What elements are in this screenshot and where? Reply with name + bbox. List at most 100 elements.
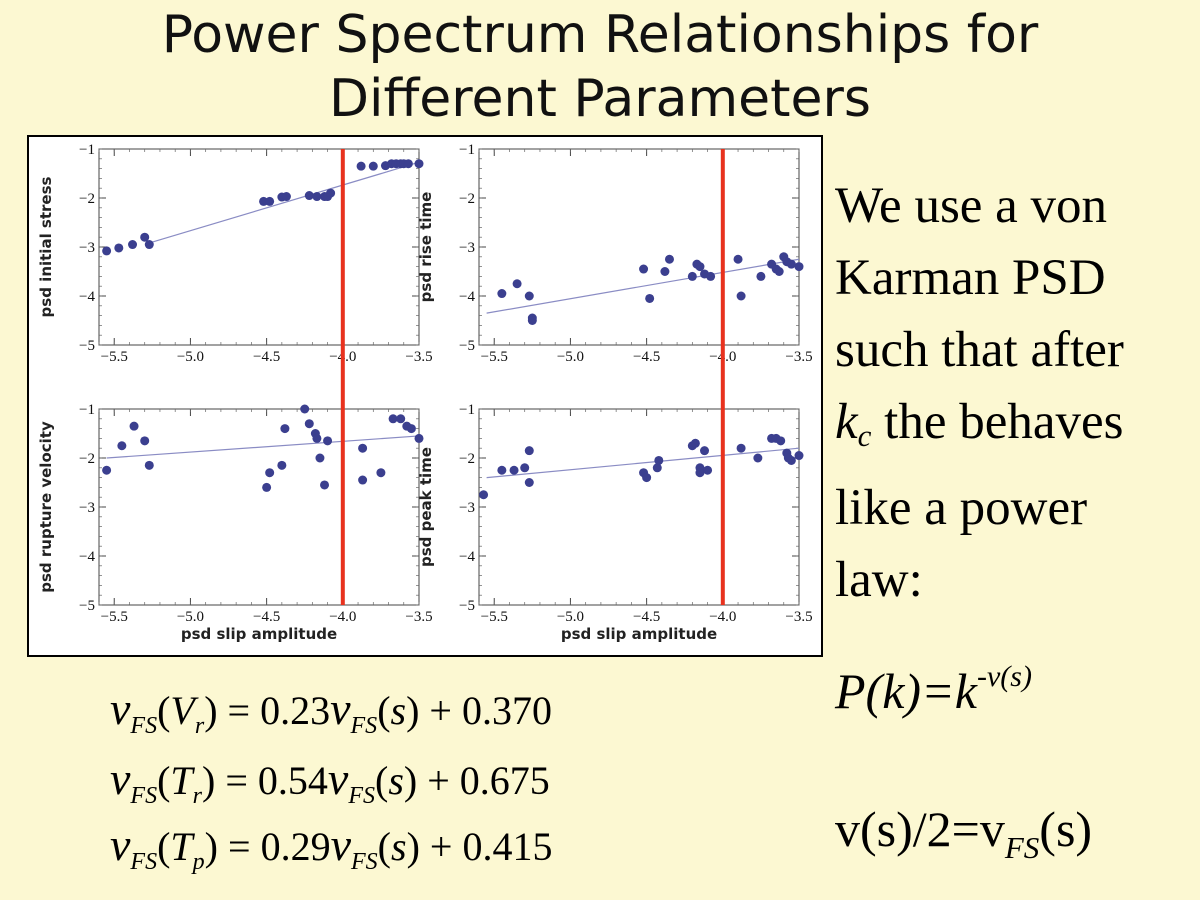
data-point: [776, 436, 786, 446]
y-tick-label: −4: [79, 289, 95, 305]
data-point: [660, 267, 670, 276]
data-point: [358, 475, 368, 485]
explanation-line-5: like a power: [835, 480, 1088, 536]
data-point: [524, 478, 534, 487]
data-point: [639, 264, 649, 274]
y-tick-label: −5: [459, 598, 475, 614]
y-tick-label: −1: [459, 402, 475, 418]
y-axis-label: psd initial stress: [37, 176, 55, 317]
y-tick-label: −2: [459, 451, 475, 467]
x-tick-label: −5.0: [557, 609, 584, 625]
data-point: [403, 159, 413, 169]
explanation-line-1: We use a von: [835, 178, 1108, 234]
data-point: [703, 465, 713, 475]
data-point: [527, 316, 537, 325]
data-point: [642, 473, 652, 483]
y-tick-label: −3: [79, 500, 95, 516]
eq-rhs-var: v: [330, 683, 351, 734]
v-relation-formula: v(s)/2=vFS(s): [835, 800, 1092, 866]
data-point: [509, 465, 519, 475]
y-tick-label: −2: [79, 451, 95, 467]
data-point: [786, 259, 796, 269]
data-point: [753, 453, 763, 463]
explanation-line-3: such that after: [835, 322, 1124, 378]
data-point: [396, 414, 406, 424]
eq-arg-sub: p: [192, 849, 205, 875]
equation-rupture-velocity: vFS(Vr) = 0.23vFS(s) + 0.370: [110, 683, 552, 739]
data-point: [358, 443, 368, 453]
v-relation-right: (s): [1039, 801, 1093, 857]
y-tick-label: −2: [459, 191, 475, 207]
data-point: [786, 455, 796, 465]
data-point: [645, 293, 655, 303]
v-relation-subscript: FS: [1004, 830, 1040, 865]
data-point: [140, 232, 150, 242]
eq-arg-sub: r: [194, 713, 205, 739]
eq-rhs-var: v: [327, 753, 349, 804]
data-point: [654, 455, 664, 465]
data-point: [102, 246, 112, 256]
eq-lhs-var: v: [110, 683, 131, 734]
data-point: [323, 436, 333, 446]
explanation-line-2: Karman PSD: [835, 250, 1106, 306]
x-tick-label: −4.0: [709, 609, 736, 625]
data-point: [479, 490, 489, 500]
y-tick-label: −1: [459, 142, 475, 158]
x-tick-label: −3.5: [405, 609, 432, 625]
v-relation-left: v(s)/2=v: [835, 801, 1005, 857]
y-axis-label: psd peak time: [417, 447, 435, 567]
eq-lhs-sub: FS: [130, 713, 158, 739]
y-tick-label: −5: [79, 598, 95, 614]
data-point: [736, 443, 746, 453]
data-point: [356, 161, 366, 171]
eq-lhs-var: v: [110, 819, 131, 870]
explanation-line-4-rest: the behaves: [871, 394, 1124, 450]
eq-rhs-arg: s: [390, 688, 407, 733]
x-tick-label: −5.0: [177, 609, 204, 625]
power-law-formula: P(k)=k-v(s): [835, 660, 1032, 720]
data-point: [695, 468, 705, 478]
x-axis-label: psd slip amplitude: [561, 625, 717, 643]
data-point: [774, 267, 784, 276]
y-tick-label: −4: [459, 549, 475, 565]
data-point: [368, 161, 378, 171]
data-point: [140, 436, 150, 446]
y-tick-label: −4: [79, 549, 95, 565]
panel-frame: [478, 408, 800, 606]
data-point: [312, 192, 322, 202]
data-point: [652, 463, 662, 473]
eq-arg-sub: r: [192, 783, 203, 809]
eq-lhs-var: v: [110, 753, 131, 804]
x-tick-label: −3.5: [405, 349, 432, 365]
explanation-line-4: kc the behaves: [835, 386, 1195, 472]
data-point: [520, 463, 530, 473]
data-point: [300, 404, 310, 414]
data-point: [794, 451, 804, 461]
x-tick-label: −5.5: [481, 609, 508, 625]
eq-rhs-arg: s: [390, 824, 407, 869]
data-point: [144, 240, 154, 250]
data-point: [265, 468, 275, 478]
y-tick-label: −1: [79, 142, 95, 158]
data-point: [304, 191, 314, 201]
eq-rhs-sub: FS: [350, 713, 378, 739]
x-tick-label: −4.5: [253, 609, 280, 625]
data-point: [277, 460, 287, 470]
fit-line: [152, 161, 420, 243]
y-tick-label: −5: [79, 338, 95, 354]
data-point: [497, 289, 507, 299]
x-tick-label: −4.0: [329, 609, 356, 625]
data-point: [376, 468, 386, 478]
x-tick-label: −5.0: [177, 349, 204, 365]
data-point: [512, 279, 522, 289]
data-point: [114, 243, 124, 253]
eq-lhs-sub: FS: [130, 783, 158, 809]
data-point: [700, 446, 710, 456]
equation-peak-time: vFS(Tp) = 0.29vFS(s) + 0.415: [110, 819, 553, 875]
data-point: [304, 419, 314, 429]
eq-coef: 0.23: [260, 688, 331, 733]
data-point: [262, 482, 272, 492]
data-point: [736, 291, 746, 301]
k-variable: k: [835, 394, 858, 450]
y-tick-label: −3: [79, 240, 95, 256]
